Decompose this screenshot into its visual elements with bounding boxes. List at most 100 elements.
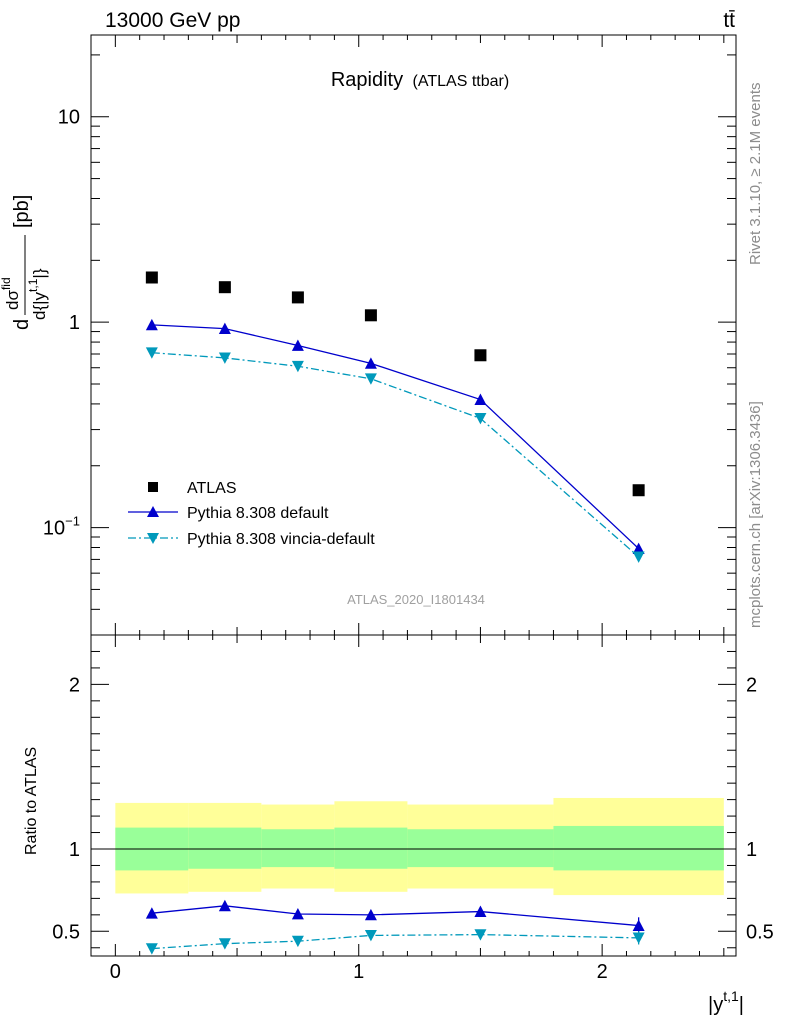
ratio-series-pythia_vincia (145, 929, 645, 955)
xlabel-close: | (739, 994, 744, 1016)
y-tick-label: 10−1 (43, 514, 80, 540)
lower-ylabel: Ratio to ATLAS (23, 747, 40, 855)
ylabel-fid: fid (0, 277, 13, 290)
lower-panel: 0.5 0.5 1 1 2 2 0 1 2 Ratio to ATLAS |yt,1| (23, 634, 774, 1016)
ratio-line-pythia_default (151, 905, 639, 927)
lower-data-layer (91, 797, 736, 955)
legend-marker-pythia-vincia (147, 533, 159, 544)
legend-marker-atlas (148, 482, 158, 492)
legend-label-atlas: ATLAS (187, 480, 237, 497)
rivet-label: Rivet 3.1.10, ≥ 2.1M events (747, 83, 764, 266)
ratio-point-pythia_vincia-1 (218, 938, 231, 950)
ylabel-close: |} (30, 268, 49, 278)
point-pythia_vincia-1 (218, 352, 231, 364)
upper-title: Rapidity (ATLAS ttbar) (331, 69, 509, 91)
ratio-series-pythia_default (145, 899, 645, 934)
svg-text:d: d (11, 319, 33, 330)
point-pythia_vincia-4 (474, 413, 487, 425)
svg-text:d{|yt,1|}: d{|yt,1|} (26, 268, 49, 320)
ratio-point-pythia_vincia-4 (474, 929, 487, 941)
mcplots-label: mcplots.cern.ch [arXiv:1306.3436] (747, 401, 764, 628)
header-left: 13000 GeV pp (105, 9, 240, 32)
lower-xlabel: |yt,1| (708, 988, 744, 1016)
point-pythia_vincia-5 (632, 551, 645, 563)
ylabel-t1: t,1 (26, 278, 40, 292)
xlabel-sup: t,1 (723, 988, 739, 1004)
point-pythia_default-2 (291, 339, 304, 351)
series-atlas (145, 271, 645, 497)
ratio-y-tick-label-right: 1 (746, 839, 757, 861)
line-pythia_vincia (151, 352, 640, 558)
ratio-point-pythia_vincia-5 (632, 932, 645, 944)
point-pythia_vincia-0 (145, 347, 158, 359)
point-pythia_default-3 (364, 357, 377, 369)
band-inner-4 (407, 829, 554, 868)
xlabel-base: |y (708, 994, 723, 1016)
y-tick-label: 1 (69, 312, 80, 334)
ylabel-unit: [pb] (11, 195, 33, 228)
header-right: tt̄ (723, 9, 735, 32)
x-tick-label: 0 (110, 961, 121, 983)
point-atlas-2 (291, 291, 304, 304)
series-pythia_vincia (145, 347, 645, 563)
band-inner-2 (261, 829, 335, 868)
series-pythia_default (145, 318, 645, 555)
ylabel-d: d (11, 319, 33, 330)
ratio-point-pythia_default-3 (364, 908, 377, 921)
ratio-point-pythia_default-2 (291, 908, 304, 920)
y-tick-label-value: 1 (69, 312, 80, 334)
legend-label-pythia-default: Pythia 8.308 default (187, 505, 329, 522)
point-atlas-3 (364, 309, 377, 322)
ratio-y-tick-label-right: 2 (746, 674, 757, 696)
point-atlas-4 (474, 349, 487, 362)
upper-title-suffix: (ATLAS ttbar) (413, 73, 510, 90)
point-atlas-0 (145, 271, 158, 284)
point-pythia_vincia-2 (291, 360, 304, 373)
point-atlas-5 (632, 484, 645, 497)
watermark: ATLAS_2020_I1801434 (347, 592, 485, 607)
x-tick-label: 1 (353, 961, 364, 983)
legend-marker-pythia-default (147, 506, 159, 517)
band-inner-5 (553, 825, 724, 871)
ratio-y-tick-label-right: 0.5 (746, 921, 774, 943)
ratio-point-pythia_default-5 (632, 919, 645, 931)
y-tick-label: 10 (58, 107, 80, 129)
ratio-point-pythia_default-1 (218, 899, 231, 912)
lower-frame (90, 634, 737, 957)
y-tick-label-exponent: −1 (65, 514, 80, 529)
svg-text:[pb]: [pb] (11, 195, 33, 228)
ratio-y-tick-label-left: 0.5 (52, 921, 80, 943)
point-pythia_default-0 (145, 318, 158, 331)
svg-text:dσfid: dσfid (0, 277, 22, 310)
lower-tick-layer: 0.5 0.5 1 1 2 2 0 1 2 (52, 634, 774, 983)
ratio-point-pythia_default-0 (145, 907, 158, 919)
ratio-point-pythia_default-4 (474, 905, 487, 917)
ratio-line-pythia_vincia (151, 933, 639, 950)
line-pythia_default (151, 324, 640, 550)
upper-ylabel: d dσfid d{|yt,1|} [pb] (0, 195, 49, 330)
ylabel-dsigma: dσ (3, 290, 22, 310)
ratio-point-pythia_vincia-2 (291, 935, 304, 948)
upper-data-layer (145, 271, 645, 563)
band-inner-3 (334, 827, 408, 869)
upper-title-main: Rapidity (331, 69, 403, 91)
ratio-y-tick-label-left: 1 (69, 839, 80, 861)
ylabel-den: d{|y (30, 291, 49, 320)
y-tick-label-value: 10 (58, 107, 80, 129)
ratio-point-pythia_vincia-3 (364, 930, 377, 942)
point-pythia_default-1 (218, 322, 231, 335)
y-tick-label-value: 10 (43, 518, 65, 540)
point-atlas-1 (218, 281, 231, 294)
x-tick-label: 2 (597, 961, 608, 983)
ratio-point-pythia_vincia-0 (145, 943, 158, 955)
ratio-y-tick-label-left: 2 (69, 674, 80, 696)
point-pythia_default-4 (474, 393, 487, 405)
legend: ATLAS Pythia 8.308 default Pythia 8.308 … (128, 480, 375, 548)
legend-label-pythia-vincia: Pythia 8.308 vincia-default (187, 531, 375, 548)
point-pythia_vincia-3 (364, 373, 377, 385)
point-pythia_default-5 (632, 542, 645, 555)
band-inner-1 (188, 827, 262, 869)
